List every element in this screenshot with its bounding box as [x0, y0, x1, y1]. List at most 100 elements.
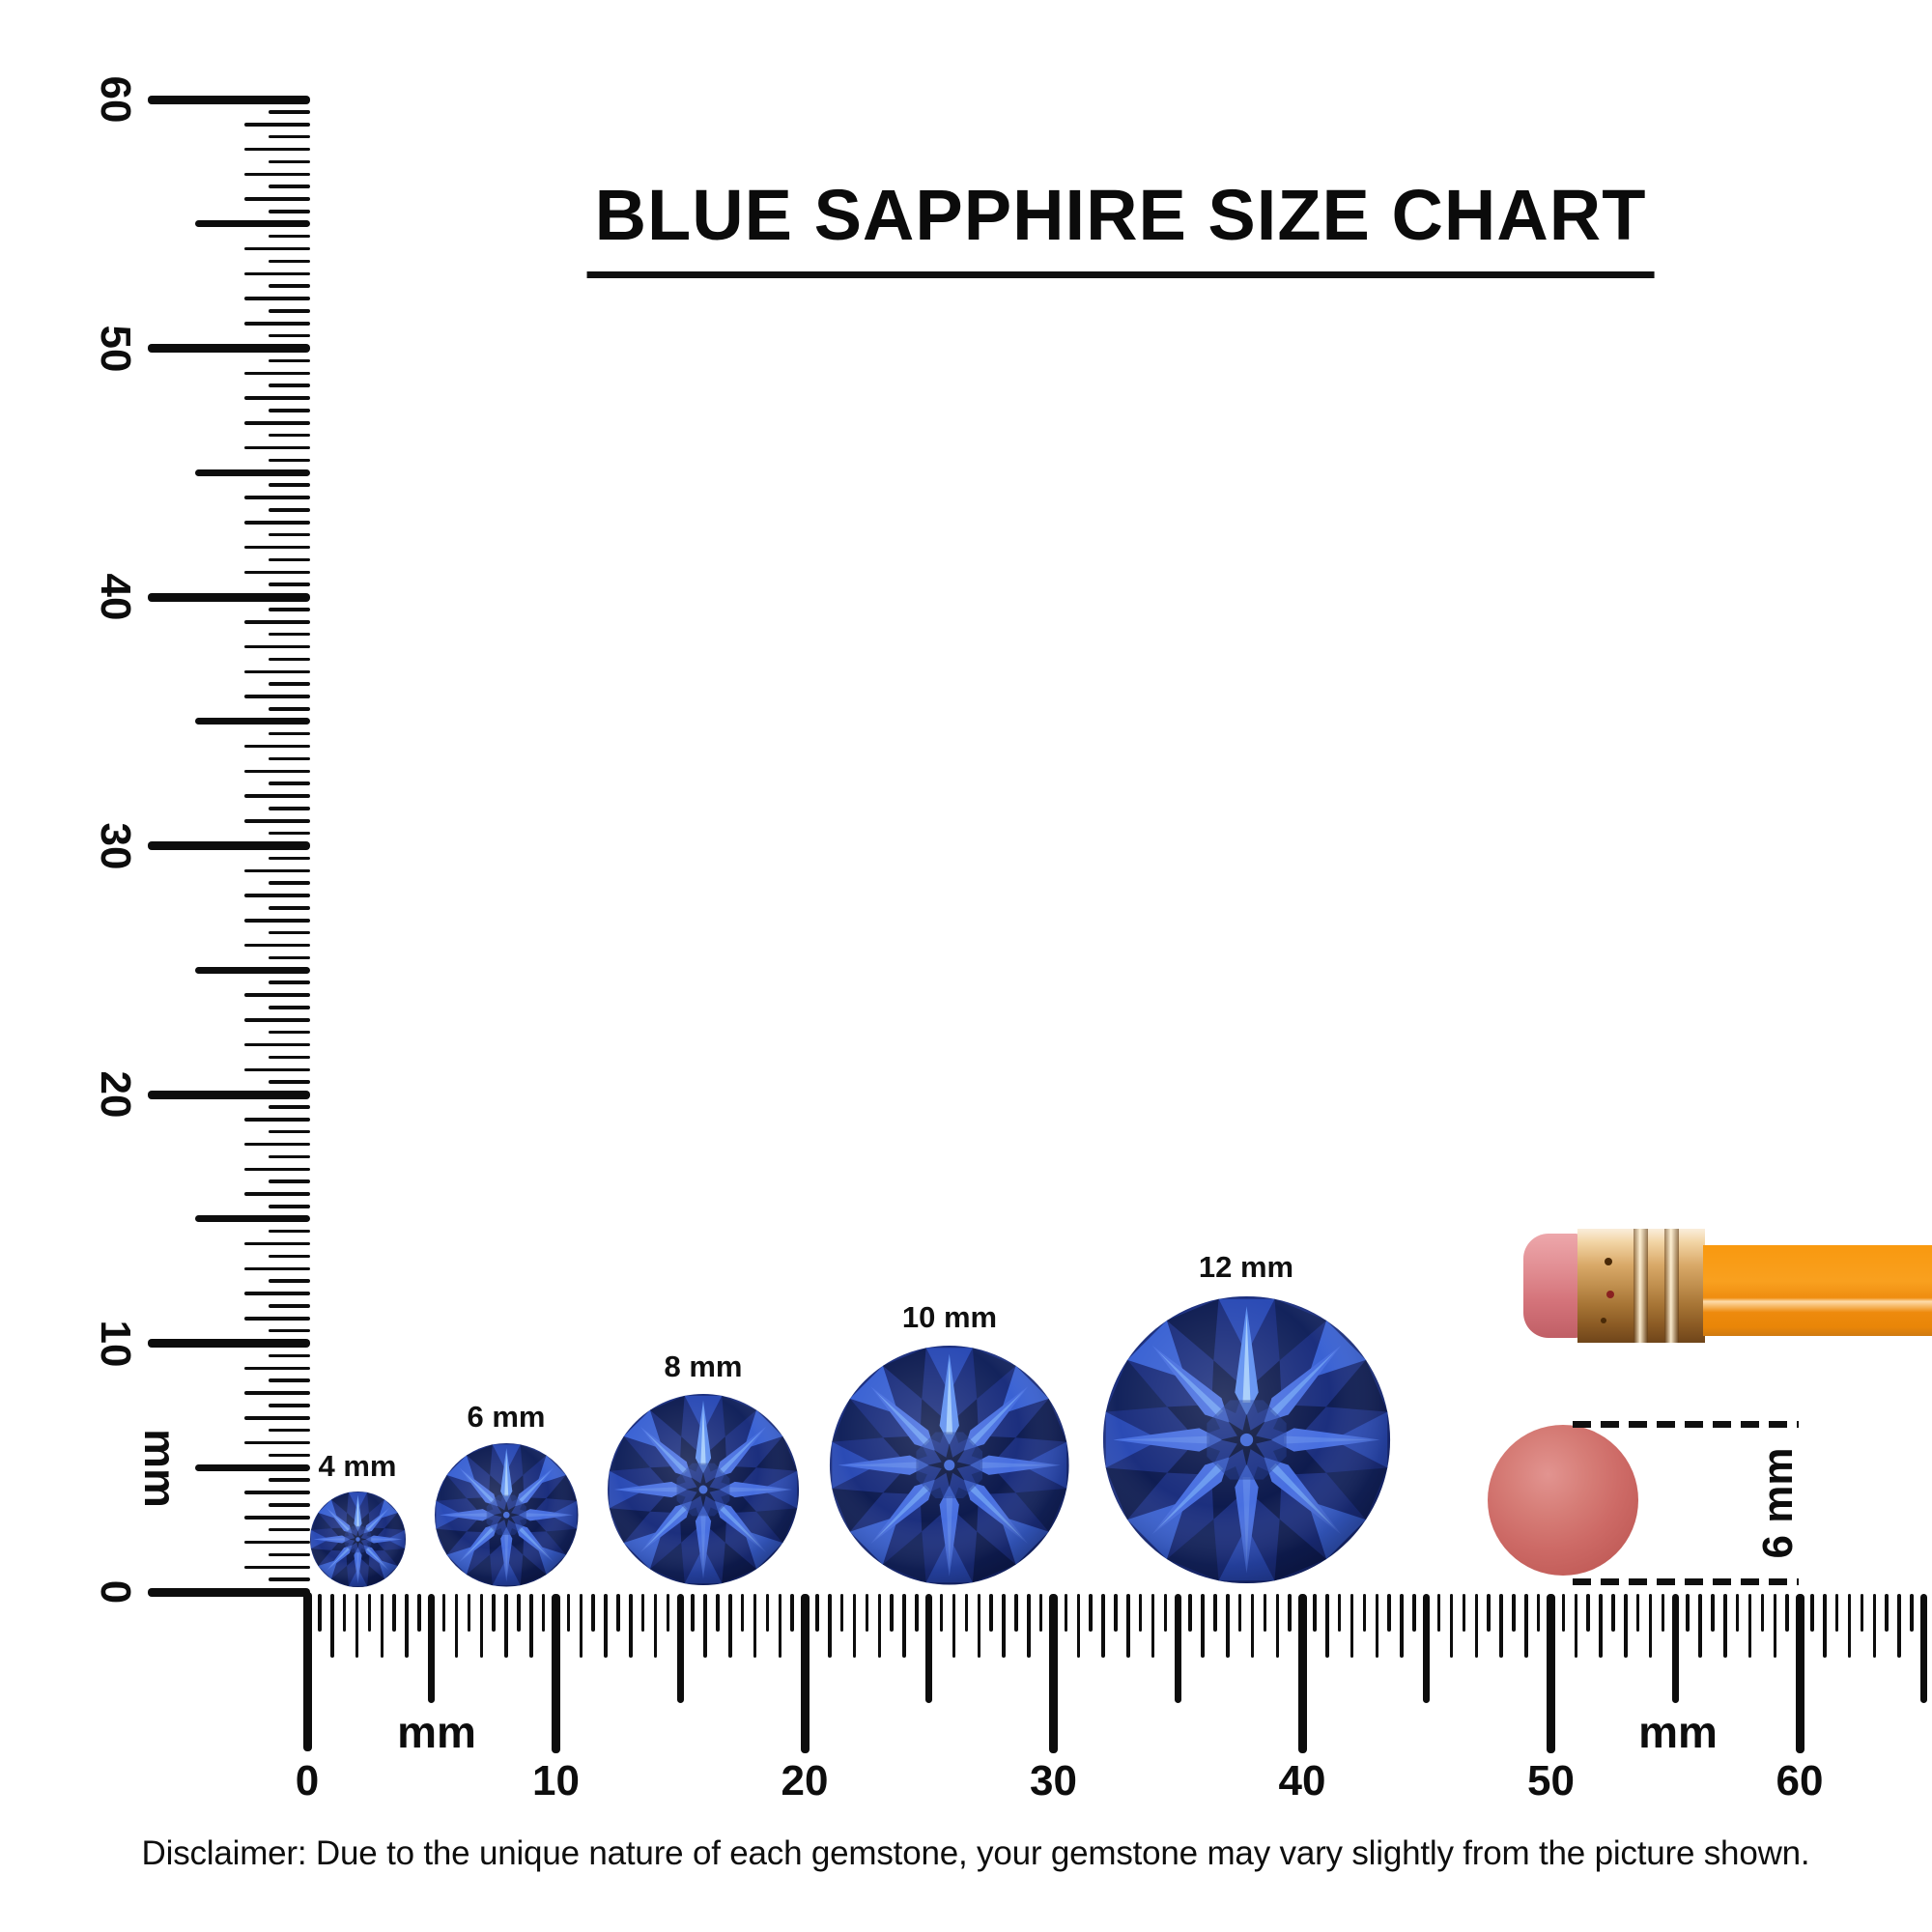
horizontal-ruler-unit-label-left: mm: [397, 1707, 476, 1757]
vertical-ruler-tick: [269, 1428, 310, 1433]
horizontal-ruler-tick: [1773, 1594, 1776, 1658]
vertical-ruler-tick: [244, 1317, 310, 1321]
vertical-ruler-tick: [269, 134, 310, 139]
horizontal-ruler-tick: [815, 1594, 819, 1632]
vertical-ruler-tick: [244, 695, 310, 698]
eraser-size-label: 6 mm: [1754, 1447, 1802, 1559]
horizontal-ruler-tick: [566, 1594, 571, 1632]
horizontal-ruler-tick: [454, 1594, 459, 1658]
vertical-ruler-tick: [244, 744, 310, 749]
horizontal-ruler-tick: [1834, 1594, 1839, 1632]
horizontal-ruler-tick: [380, 1594, 384, 1658]
horizontal-ruler-tick: [800, 1594, 810, 1753]
horizontal-ruler-tick: [1785, 1594, 1789, 1632]
vertical-ruler-tick: [148, 592, 310, 602]
vertical-ruler-tick: [244, 894, 310, 897]
vertical-ruler-tick: [269, 1154, 310, 1159]
vertical-ruler-tick: [244, 1142, 310, 1147]
vertical-ruler-tick: [269, 1080, 310, 1084]
horizontal-ruler-tick: [1263, 1594, 1267, 1632]
ferrule-crimp-band: [1664, 1229, 1679, 1343]
horizontal-ruler-tick: [579, 1594, 582, 1658]
horizontal-ruler-tick: [1487, 1594, 1491, 1632]
gem-size-label: 8 mm: [664, 1350, 743, 1383]
vertical-ruler-tick: [269, 756, 310, 761]
vertical-ruler-tick: [244, 1167, 310, 1171]
vertical-ruler-tick: [244, 1391, 310, 1395]
vertical-ruler-tick: [269, 483, 310, 487]
vertical-ruler-tick: [269, 955, 310, 960]
vertical-ruler-tick: [244, 545, 310, 550]
vertical-ruler-tick: [269, 831, 310, 836]
vertical-ruler-tick: [269, 1279, 310, 1283]
vertical-ruler-tick: [244, 1491, 310, 1494]
ferrule-dot: [1605, 1258, 1612, 1265]
horizontal-ruler-tick: [1462, 1594, 1466, 1632]
vertical-ruler-tick: [244, 1440, 310, 1445]
horizontal-ruler-tick: [529, 1594, 533, 1658]
vertical-ruler-number: 50: [92, 325, 139, 372]
horizontal-ruler-tick: [355, 1594, 359, 1658]
horizontal-ruler-tick: [1174, 1594, 1181, 1703]
vertical-ruler-tick: [269, 856, 310, 861]
vertical-ruler-tick: [244, 570, 310, 574]
horizontal-ruler-tick: [1795, 1594, 1804, 1753]
vertical-ruler-tick: [269, 1055, 310, 1060]
horizontal-ruler-tick: [1089, 1594, 1093, 1632]
horizontal-ruler-tick: [1698, 1594, 1702, 1658]
horizontal-ruler-tick: [1524, 1594, 1528, 1658]
vertical-ruler-tick: [244, 769, 310, 773]
horizontal-ruler-tick: [1860, 1594, 1864, 1632]
horizontal-ruler-tick: [925, 1594, 933, 1703]
vertical-ruler-tick: [269, 1527, 310, 1532]
horizontal-ruler-tick: [616, 1594, 620, 1632]
vertical-ruler-tick: [195, 220, 310, 228]
horizontal-ruler-tick: [977, 1594, 980, 1658]
disclaimer-text: Disclaimer: Due to the unique nature of …: [141, 1834, 1810, 1872]
horizontal-ruler-tick: [1747, 1594, 1752, 1658]
horizontal-ruler-tick: [1064, 1594, 1068, 1632]
vertical-ruler-tick: [244, 371, 310, 375]
horizontal-ruler-number: 50: [1527, 1757, 1575, 1804]
horizontal-ruler-tick: [1226, 1594, 1230, 1658]
vertical-ruler-number: 40: [92, 573, 139, 621]
horizontal-ruler-tick: [1474, 1594, 1478, 1658]
vertical-ruler-tick: [244, 297, 310, 300]
vertical-ruler-tick: [244, 644, 310, 649]
vertical-ruler-tick: [269, 1577, 310, 1581]
vertical-ruler-tick: [244, 1241, 310, 1246]
vertical-ruler-tick: [244, 1266, 310, 1270]
horizontal-ruler-number: 10: [532, 1757, 580, 1804]
sapphire-gem-8mm: [607, 1393, 800, 1586]
vertical-ruler-number: 60: [92, 75, 139, 124]
horizontal-ruler-tick: [1823, 1594, 1827, 1658]
horizontal-ruler-tick: [1661, 1594, 1665, 1632]
horizontal-ruler-tick: [915, 1594, 919, 1632]
vertical-ruler-tick: [269, 1453, 310, 1458]
vertical-ruler-tick: [244, 1067, 310, 1071]
horizontal-ruler-tick: [1735, 1594, 1740, 1632]
horizontal-ruler-tick: [1076, 1594, 1080, 1658]
vertical-ruler-tick: [269, 557, 310, 562]
horizontal-ruler-tick: [1188, 1594, 1192, 1632]
vertical-ruler-tick: [148, 1090, 310, 1099]
vertical-ruler-tick: [269, 358, 310, 363]
horizontal-ruler-tick: [1810, 1594, 1814, 1632]
horizontal-ruler-tick: [939, 1594, 944, 1632]
horizontal-ruler-tick: [765, 1594, 770, 1632]
vertical-ruler-tick: [269, 1404, 310, 1407]
horizontal-ruler-tick: [1297, 1594, 1307, 1753]
vertical-ruler-tick: [269, 657, 310, 662]
vertical-ruler-tick: [244, 1292, 310, 1295]
horizontal-ruler-tick: [1686, 1594, 1690, 1632]
vertical-ruler-tick: [244, 993, 310, 997]
horizontal-ruler-tick: [1126, 1594, 1130, 1658]
horizontal-ruler-tick: [1213, 1594, 1217, 1632]
horizontal-ruler-number: 20: [781, 1757, 829, 1804]
vertical-ruler-tick: [269, 980, 310, 984]
vertical-ruler-unit-label: mm: [135, 1429, 185, 1508]
horizontal-ruler-tick: [1499, 1594, 1503, 1658]
vertical-ruler-tick: [244, 919, 310, 923]
vertical-ruler-tick: [244, 521, 310, 525]
